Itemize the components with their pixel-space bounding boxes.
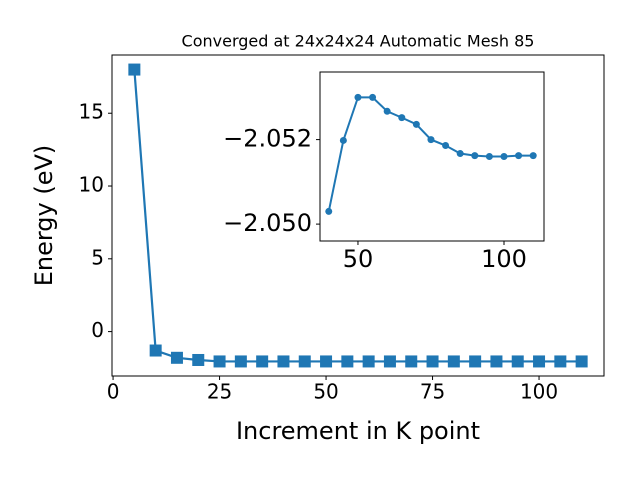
- marker: [320, 355, 333, 368]
- y-tick-label: 0: [91, 318, 104, 342]
- marker: [398, 114, 406, 122]
- y-tick-label: −2.050: [223, 209, 312, 237]
- marker: [277, 355, 290, 368]
- marker: [339, 136, 347, 144]
- y-axis-label: Energy (eV): [30, 145, 58, 287]
- marker: [341, 355, 354, 368]
- marker: [325, 207, 333, 215]
- marker: [256, 355, 269, 368]
- x-tick-label: 25: [207, 380, 232, 404]
- marker: [485, 153, 493, 160]
- y-tick-label: 10: [79, 173, 104, 197]
- marker: [354, 93, 362, 101]
- marker: [511, 355, 524, 368]
- marker: [500, 153, 508, 160]
- marker: [456, 150, 464, 158]
- marker: [362, 355, 375, 368]
- marker: [554, 355, 567, 368]
- marker: [427, 136, 435, 144]
- marker: [442, 142, 450, 150]
- marker: [192, 353, 205, 366]
- marker: [170, 351, 183, 364]
- marker: [149, 344, 162, 357]
- marker: [298, 355, 311, 368]
- marker: [412, 120, 420, 128]
- x-tick-label: 100: [520, 380, 558, 404]
- marker: [383, 355, 396, 368]
- marker: [447, 355, 460, 368]
- marker: [490, 355, 503, 368]
- marker: [426, 355, 439, 368]
- marker: [369, 93, 377, 101]
- marker: [405, 355, 418, 368]
- x-tick-label: 0: [107, 380, 120, 404]
- marker: [383, 107, 391, 115]
- x-tick-label: 75: [420, 380, 445, 404]
- x-tick-label: 100: [481, 245, 527, 273]
- chart-title: Converged at 24x24x24 Automatic Mesh 85: [182, 32, 535, 51]
- y-tick-label: 5: [91, 245, 104, 269]
- marker: [575, 355, 588, 368]
- series-line: [133, 69, 582, 363]
- marker: [128, 63, 141, 76]
- x-axis-label: Increment in K point: [236, 417, 480, 445]
- marker: [469, 355, 482, 368]
- y-tick-label: 15: [79, 100, 104, 124]
- marker: [533, 355, 546, 368]
- marker: [471, 152, 479, 160]
- marker: [234, 355, 247, 368]
- marker: [529, 152, 537, 160]
- marker: [213, 355, 226, 368]
- x-tick-label: 50: [343, 245, 374, 273]
- y-tick-label: −2.052: [223, 125, 312, 153]
- x-tick-label: 50: [313, 380, 338, 404]
- marker: [515, 152, 523, 160]
